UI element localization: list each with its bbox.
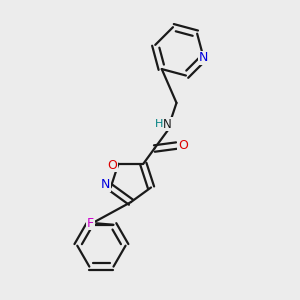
Text: N: N bbox=[163, 118, 172, 131]
Text: O: O bbox=[178, 139, 188, 152]
Text: H: H bbox=[154, 119, 163, 129]
Text: N: N bbox=[199, 51, 208, 64]
Text: F: F bbox=[87, 217, 94, 230]
Text: O: O bbox=[108, 159, 117, 172]
Text: N: N bbox=[101, 178, 110, 191]
